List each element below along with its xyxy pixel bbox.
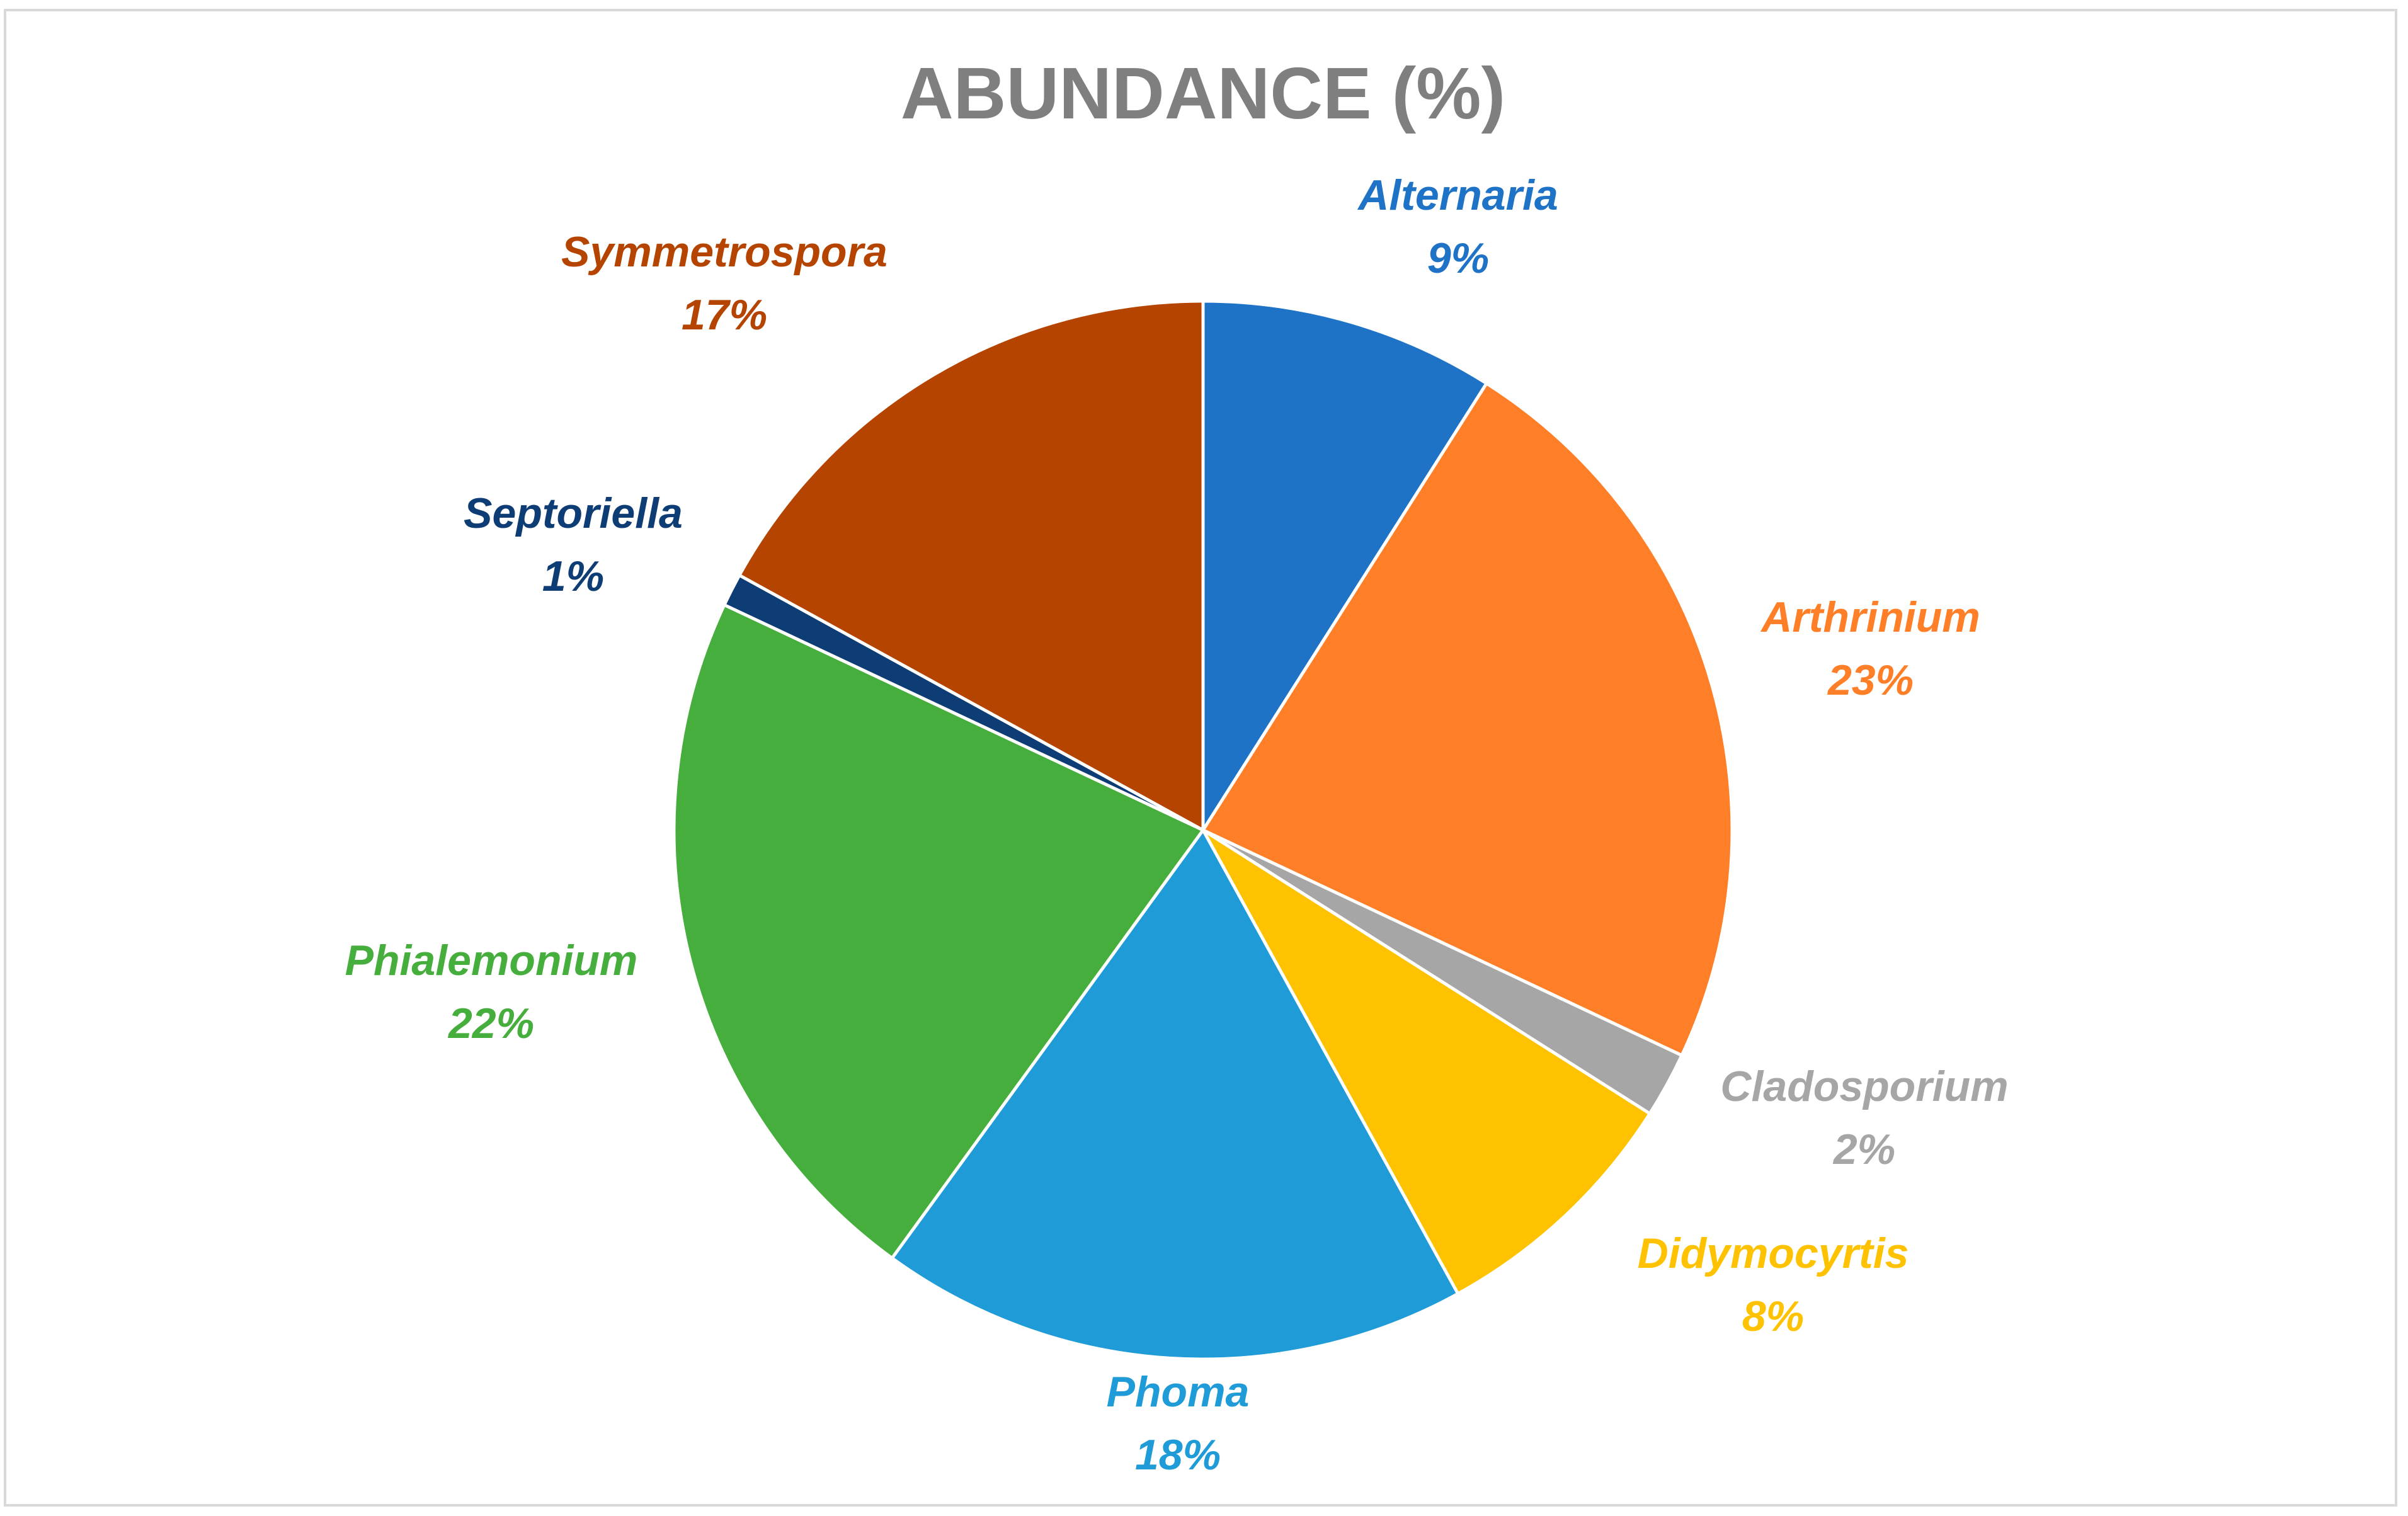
data-label-value: 22% <box>447 1000 534 1047</box>
chart-title: ABUNDANCE (%) <box>901 52 1505 134</box>
pie-slice-symmetrospora <box>738 299 1205 832</box>
data-label-septoriella: Septoriella 1% <box>464 489 683 600</box>
data-label-value: 9% <box>1427 234 1489 282</box>
data-label-symmetrospora: Symmetrospora 17% <box>561 228 887 339</box>
data-label-value: 8% <box>1742 1292 1804 1340</box>
pie-slices <box>672 299 1734 1361</box>
data-label-didymocyrtis: Didymocyrtis 8% <box>1638 1229 1909 1340</box>
data-label-name: Arthrinium <box>1760 593 1980 641</box>
data-label-name: Septoriella <box>464 489 683 537</box>
data-label-value: 23% <box>1827 656 1914 704</box>
data-label-value: 17% <box>682 291 767 339</box>
data-label-alternaria: Alternaria 9% <box>1357 171 1558 282</box>
data-label-name: Phialemonium <box>345 937 638 984</box>
pie-slice-didymocyrtis <box>1201 828 1652 1296</box>
pie-data-labels: Alternaria 9% Arthrinium 23% Cladosporium 2% D… <box>345 171 2009 1479</box>
pie-slice-alternaria <box>1201 299 1488 832</box>
data-label-phialemonium: Phialemonium 22% <box>345 937 638 1047</box>
data-label-name: Symmetrospora <box>561 228 887 276</box>
data-label-value: 18% <box>1135 1431 1221 1479</box>
data-label-value: 1% <box>542 552 604 600</box>
chart-area: ABUNDANCE (%) Alternaria 9% Arthrinium 23% C… <box>4 9 2397 1507</box>
pie-chart: ABUNDANCE (%) Alternaria 9% Arthrinium 23% C… <box>345 52 2009 1479</box>
data-label-name: Didymocyrtis <box>1638 1229 1909 1277</box>
pie-slice-arthrinium <box>1201 382 1734 1057</box>
data-label-name: Alternaria <box>1357 171 1558 219</box>
data-label-arthrinium: Arthrinium 23% <box>1760 593 1980 704</box>
data-label-name: Cladosporium <box>1720 1063 2008 1110</box>
data-label-value: 2% <box>1832 1126 1895 1173</box>
data-label-name: Phoma <box>1107 1368 1250 1416</box>
data-label-phoma: Phoma 18% <box>1107 1368 1250 1479</box>
pie-slice-phoma <box>890 828 1460 1361</box>
data-label-cladosporium: Cladosporium 2% <box>1720 1063 2008 1173</box>
